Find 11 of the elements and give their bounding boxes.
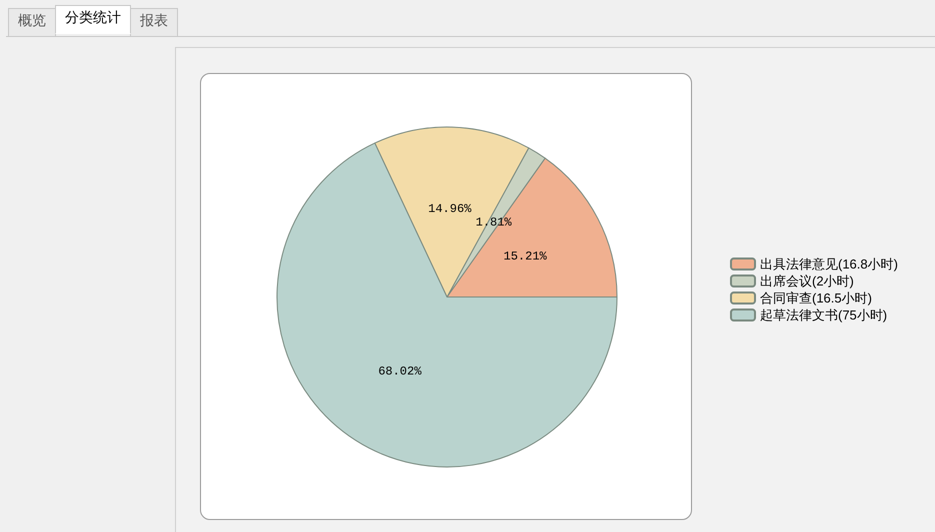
legend-label: 出席会议(2小时) <box>760 274 854 288</box>
legend-label: 出具法律意见(16.8小时) <box>760 256 898 272</box>
data-label: 68.02% <box>378 364 422 378</box>
data-label: 15.21% <box>504 250 548 264</box>
data-label: 1.81% <box>476 215 512 230</box>
text: 概览 <box>8 8 56 37</box>
data-label: 14.96% <box>428 202 472 216</box>
text: 报表 <box>130 8 178 37</box>
legend-label: 起草法律文书(75小时) <box>760 308 888 322</box>
legend-label: 合同审查(16.5小时) <box>760 290 872 306</box>
text: 分类统计 <box>55 5 131 34</box>
